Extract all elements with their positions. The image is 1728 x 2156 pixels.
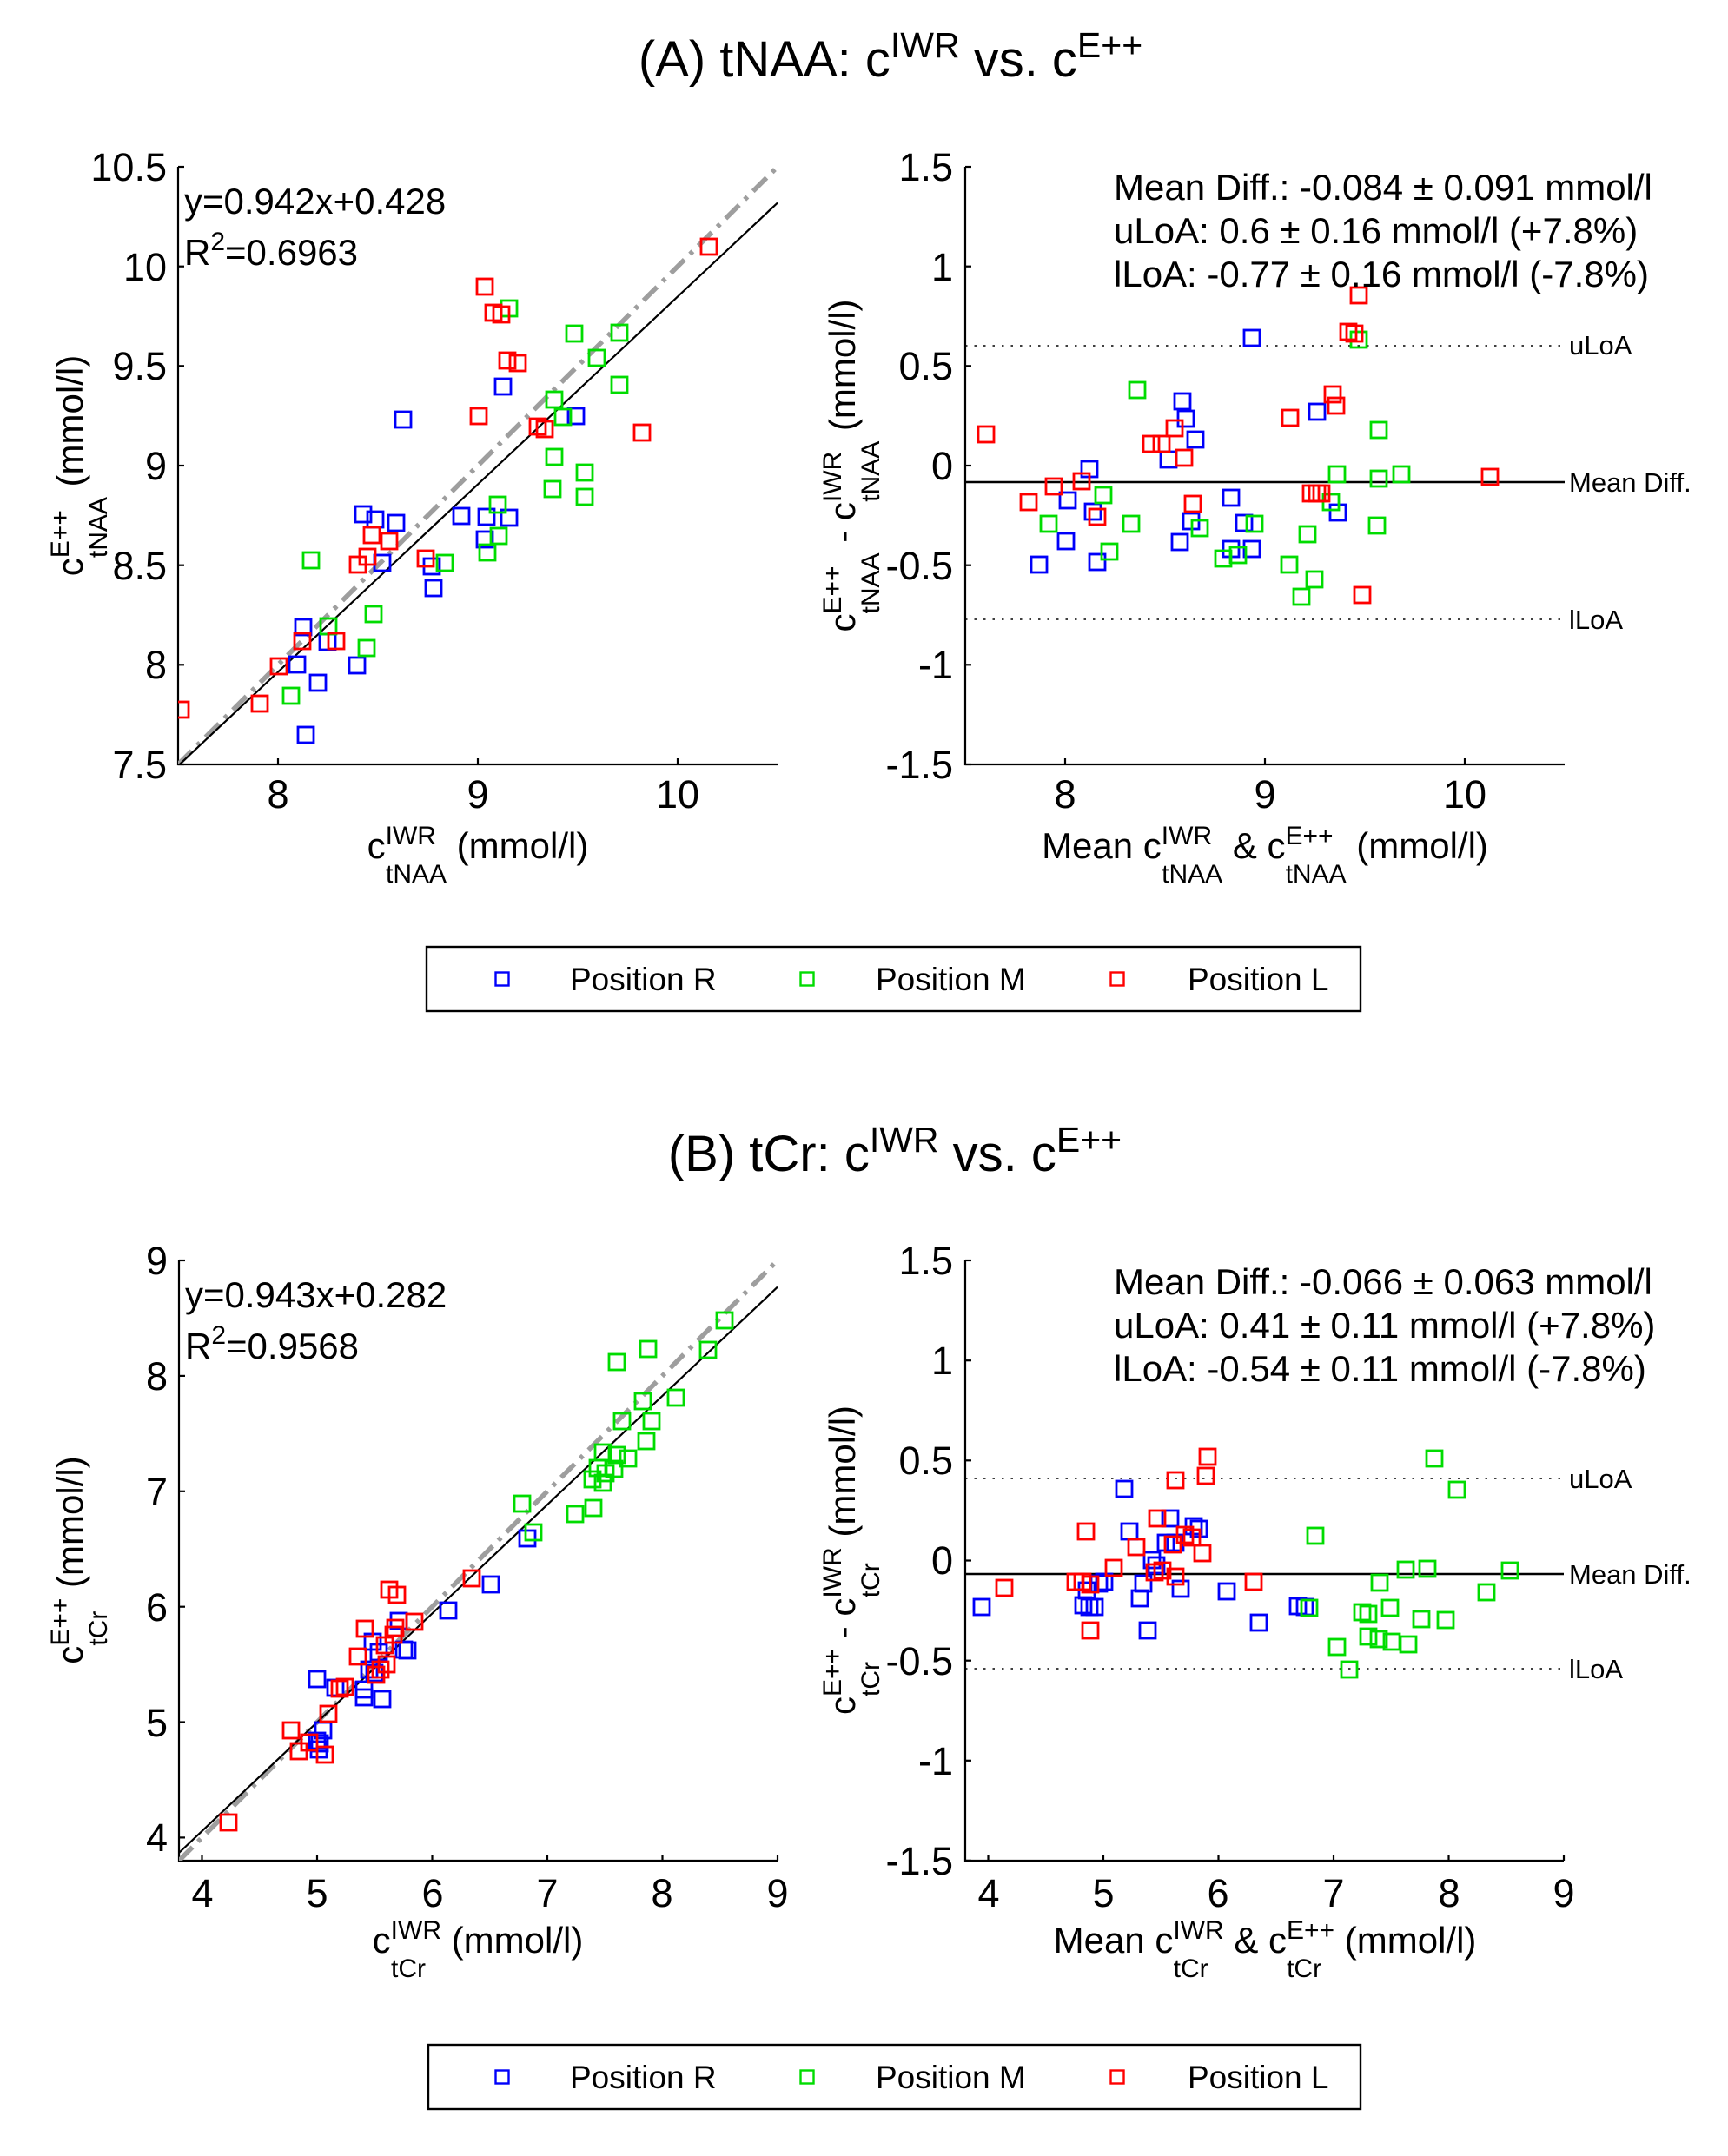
svg-text:Mean Diff.: Mean Diff. <box>1569 1559 1692 1590</box>
svg-text:9: 9 <box>467 772 488 817</box>
svg-text:lLoA: lLoA <box>1569 1654 1623 1684</box>
svg-text:0: 0 <box>931 444 953 488</box>
svg-text:1.5: 1.5 <box>898 1239 953 1283</box>
svg-text:6: 6 <box>421 1871 443 1915</box>
svg-text:8: 8 <box>267 772 288 817</box>
svg-text:lLoA: lLoA <box>1569 605 1623 635</box>
svg-text:6: 6 <box>146 1585 168 1630</box>
svg-text:7: 7 <box>1322 1871 1344 1915</box>
svg-text:1: 1 <box>931 245 953 289</box>
svg-text:1: 1 <box>931 1339 953 1383</box>
svg-text:0: 0 <box>931 1538 953 1583</box>
svg-text:4: 4 <box>191 1871 213 1915</box>
svg-text:7.5: 7.5 <box>112 743 167 787</box>
svg-text:9: 9 <box>146 1239 168 1283</box>
svg-text:-0.5: -0.5 <box>885 1639 953 1683</box>
svg-text:10.5: 10.5 <box>90 145 167 189</box>
svg-text:6: 6 <box>1207 1871 1228 1915</box>
svg-text:8: 8 <box>145 643 167 687</box>
svg-text:8: 8 <box>651 1871 672 1915</box>
svg-text:0.5: 0.5 <box>898 344 953 388</box>
svg-text:10: 10 <box>656 772 699 817</box>
svg-text:uLoA: uLoA <box>1569 1464 1632 1494</box>
svg-text:9: 9 <box>1254 772 1275 817</box>
svg-text:Position R: Position R <box>570 2060 717 2095</box>
svg-text:-0.5: -0.5 <box>885 544 953 588</box>
svg-text:9: 9 <box>766 1871 788 1915</box>
svg-text:uLoA: 0.6 ± 0.16 mmol/l (+7.8%: uLoA: 0.6 ± 0.16 mmol/l (+7.8%) <box>1114 210 1638 251</box>
svg-text:Position R: Position R <box>570 962 717 997</box>
svg-text:5: 5 <box>146 1701 168 1745</box>
svg-text:7: 7 <box>536 1871 558 1915</box>
svg-text:lLoA: -0.77 ± 0.16 mmol/l (-7.: lLoA: -0.77 ± 0.16 mmol/l (-7.8%) <box>1114 254 1649 294</box>
svg-text:-1: -1 <box>918 1739 953 1783</box>
svg-text:uLoA: 0.41 ± 0.11 mmol/l (+7.8: uLoA: 0.41 ± 0.11 mmol/l (+7.8%) <box>1114 1305 1655 1346</box>
svg-text:10: 10 <box>123 245 167 289</box>
svg-text:Position M: Position M <box>876 962 1026 997</box>
svg-text:8: 8 <box>1054 772 1076 817</box>
svg-text:0.5: 0.5 <box>898 1438 953 1483</box>
svg-text:4: 4 <box>146 1815 168 1860</box>
svg-text:R2=0.9568: R2=0.9568 <box>185 1321 359 1366</box>
svg-text:lLoA: -0.54 ± 0.11 mmol/l (-7.: lLoA: -0.54 ± 0.11 mmol/l (-7.8%) <box>1114 1348 1646 1389</box>
svg-text:Mean Diff.: -0.066 ± 0.063 mmo: Mean Diff.: -0.066 ± 0.063 mmol/l <box>1114 1261 1652 1302</box>
svg-text:-1: -1 <box>918 643 953 687</box>
svg-text:8: 8 <box>146 1354 168 1399</box>
svg-text:Mean Diff.: Mean Diff. <box>1569 467 1692 498</box>
svg-text:Position L: Position L <box>1188 962 1329 997</box>
svg-text:9: 9 <box>1553 1871 1574 1915</box>
svg-text:(A) tNAA: cIWR vs. cE++: (A) tNAA: cIWR vs. cE++ <box>639 25 1142 88</box>
svg-text:y=0.943x+0.282: y=0.943x+0.282 <box>185 1274 447 1315</box>
svg-text:Mean Diff.: -0.084 ± 0.091 mmo: Mean Diff.: -0.084 ± 0.091 mmol/l <box>1114 167 1652 208</box>
svg-text:Position L: Position L <box>1188 2060 1329 2095</box>
svg-text:10: 10 <box>1443 772 1486 817</box>
svg-text:y=0.942x+0.428: y=0.942x+0.428 <box>184 181 446 222</box>
svg-text:5: 5 <box>1092 1871 1114 1915</box>
svg-text:R2=0.6963: R2=0.6963 <box>184 228 358 273</box>
svg-text:9: 9 <box>145 444 167 488</box>
svg-text:8.5: 8.5 <box>112 544 167 588</box>
svg-text:1.5: 1.5 <box>898 145 953 189</box>
svg-text:7: 7 <box>146 1470 168 1514</box>
svg-text:5: 5 <box>306 1871 328 1915</box>
svg-text:9.5: 9.5 <box>112 344 167 388</box>
svg-text:uLoA: uLoA <box>1569 330 1632 360</box>
svg-text:-1.5: -1.5 <box>885 1839 953 1883</box>
svg-text:Position M: Position M <box>876 2060 1026 2095</box>
svg-text:-1.5: -1.5 <box>885 743 953 787</box>
svg-text:(B) tCr: cIWR vs. cE++: (B) tCr: cIWR vs. cE++ <box>668 1120 1122 1182</box>
svg-text:4: 4 <box>977 1871 999 1915</box>
svg-text:8: 8 <box>1438 1871 1460 1915</box>
